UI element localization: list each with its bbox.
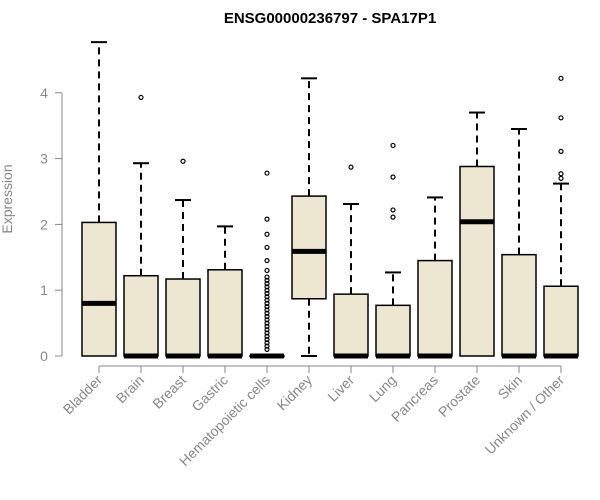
box-group	[81, 41, 117, 357]
outlier-point	[390, 207, 396, 213]
y-tick-label: 4	[40, 85, 48, 101]
y-tick-label: 3	[40, 151, 48, 167]
outlier-point	[348, 164, 354, 170]
outlier-point	[264, 330, 270, 336]
outlier-point	[264, 277, 270, 283]
outlier-point	[138, 94, 144, 101]
outlier-point	[558, 115, 564, 121]
box-group	[291, 77, 327, 357]
y-tick-label: 0	[40, 348, 48, 364]
outlier-point	[264, 333, 270, 339]
box	[81, 221, 117, 357]
box-group	[543, 75, 579, 359]
outlier-point	[558, 175, 564, 181]
box	[123, 274, 159, 357]
x-tick-label: Pancreas	[388, 372, 441, 425]
outlier-point	[264, 336, 270, 343]
x-tick-label: Liver	[324, 372, 357, 405]
outlier-point	[390, 142, 396, 149]
outlier-point	[264, 304, 270, 310]
x-tick-label: Unknown / Other	[482, 372, 568, 458]
y-axis-label: Expression	[0, 164, 15, 233]
outlier-point	[264, 290, 270, 297]
box-group	[459, 111, 495, 357]
outlier-point	[390, 214, 396, 220]
outlier-point	[264, 297, 270, 303]
outlier-point	[264, 216, 270, 222]
outlier-point	[264, 300, 270, 306]
outlier-point	[264, 340, 270, 346]
x-tick-label: Prostate	[435, 372, 483, 420]
outlier-point	[264, 323, 270, 329]
box	[291, 195, 327, 300]
y-tick-label: 1	[40, 282, 48, 298]
outlier-point	[264, 317, 270, 323]
plot-area	[81, 41, 579, 359]
outlier-point	[264, 244, 270, 251]
outlier-point	[264, 346, 270, 353]
outlier-point	[264, 274, 270, 280]
box-group	[249, 170, 285, 359]
box	[333, 293, 369, 357]
outlier-point	[558, 148, 564, 154]
chart-title: ENSG00000236797 - SPA17P1	[224, 10, 436, 27]
box	[207, 269, 243, 357]
outlier-point	[264, 327, 270, 333]
x-tick-label: Kidney	[274, 372, 316, 414]
box-group	[123, 94, 159, 359]
outlier-point	[264, 281, 270, 287]
box	[543, 285, 579, 357]
box-group	[333, 164, 369, 359]
x-tick-label: Breast	[149, 372, 189, 412]
box	[459, 165, 495, 357]
outlier-point	[264, 170, 270, 176]
x-tick-label: Lung	[366, 372, 399, 405]
outlier-point	[264, 310, 270, 316]
box-group	[501, 127, 537, 359]
outlier-point	[558, 75, 564, 81]
outlier-point	[264, 294, 270, 300]
x-tick-label: Skin	[495, 372, 526, 403]
outlier-point	[264, 284, 270, 290]
x-tick-label: Brain	[113, 372, 147, 406]
box-group	[207, 225, 243, 359]
outlier-point	[264, 231, 270, 237]
y-axis: 0 1 2 3 4	[40, 85, 63, 364]
box-group	[375, 142, 411, 359]
box	[417, 259, 453, 357]
outlier-point	[180, 158, 186, 164]
outlier-point	[264, 287, 270, 293]
box-group	[417, 196, 453, 359]
outlier-point	[264, 313, 270, 320]
outlier-point	[264, 267, 270, 274]
outlier-point	[558, 171, 564, 177]
box	[501, 253, 537, 357]
x-tick-label: Bladder	[60, 372, 106, 418]
outlier-point	[264, 343, 270, 349]
outlier-point	[264, 307, 270, 313]
box-group	[165, 158, 201, 359]
box	[375, 304, 411, 357]
outlier-point	[264, 320, 270, 326]
outlier-point	[264, 257, 270, 264]
outlier-point	[390, 174, 396, 180]
box	[165, 278, 201, 357]
y-tick-label: 2	[40, 216, 48, 232]
